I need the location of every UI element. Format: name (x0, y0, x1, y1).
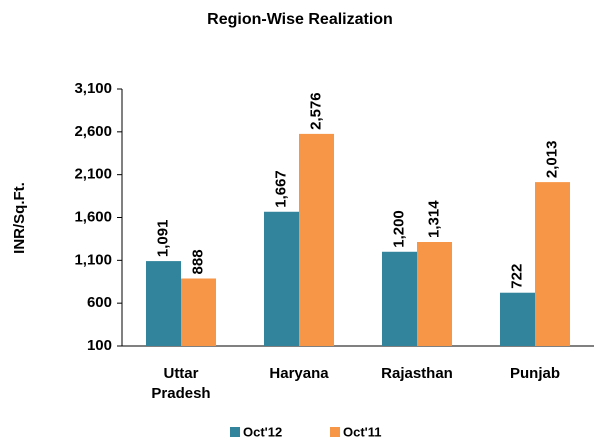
y-tick-label: 3,100 (74, 80, 112, 97)
x-tick-label: Haryana (269, 365, 329, 382)
legend-swatch (230, 427, 240, 437)
bar (181, 278, 216, 346)
y-tick-label: 2,100 (74, 166, 112, 183)
x-tick-label: Rajasthan (381, 365, 453, 382)
y-tick-label: 100 (87, 337, 112, 354)
y-tick-label: 2,600 (74, 123, 112, 140)
y-tick-label: 1,100 (74, 251, 112, 268)
bar (382, 251, 417, 346)
value-label: 1,200 (390, 210, 407, 248)
y-tick-label: 600 (87, 294, 112, 311)
bar (500, 292, 535, 346)
value-label: 1,091 (154, 220, 171, 258)
legend-label: Oct'12 (243, 424, 282, 439)
value-label: 888 (189, 249, 206, 274)
bar (535, 182, 570, 346)
bar (146, 261, 181, 346)
y-axis-title: INR/Sq.Ft. (11, 182, 28, 254)
x-tick-label: Uttar Pradesh (151, 365, 211, 402)
value-label: 1,667 (272, 170, 289, 208)
value-label: 2,576 (307, 92, 324, 130)
y-tick-label: 1,600 (74, 208, 112, 225)
x-tick-label: Punjab (509, 365, 560, 382)
value-label: 722 (508, 264, 525, 289)
value-label: 2,013 (543, 141, 560, 179)
bar (417, 242, 452, 346)
legend-label: Oct'11 (343, 424, 382, 439)
legend-swatch (330, 427, 340, 437)
value-label: 1,314 (425, 200, 442, 238)
bar (299, 133, 334, 346)
bar (264, 211, 299, 346)
chart-title: Region-Wise Realization (207, 11, 393, 28)
